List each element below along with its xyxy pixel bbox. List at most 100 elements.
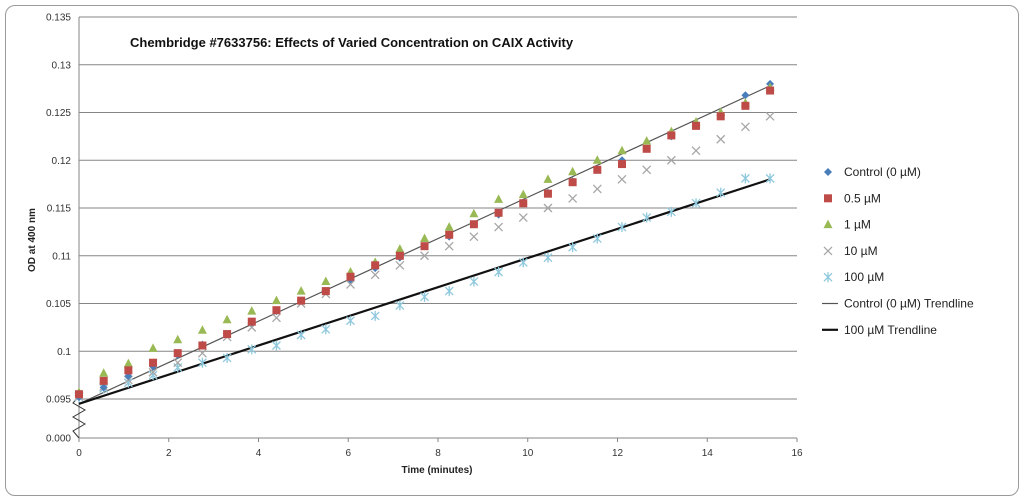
x-tick-label: 0 <box>76 448 82 459</box>
y-tick-label: 0.115 <box>47 204 72 215</box>
data-point <box>691 198 701 209</box>
data-point <box>222 352 232 363</box>
data-point <box>592 155 602 164</box>
y-tick-label: 0.105 <box>46 299 71 310</box>
legend-marker-4 <box>823 272 833 283</box>
data-point <box>494 266 504 277</box>
data-point <box>99 383 108 392</box>
legend-marker-0 <box>824 168 832 176</box>
data-point <box>247 344 257 355</box>
x-tick-label: 12 <box>612 448 624 459</box>
data-point <box>247 317 256 326</box>
x-axis-title: Time (minutes) <box>402 465 473 476</box>
data-point <box>741 91 750 100</box>
data-point <box>420 251 429 261</box>
gridlines <box>79 16 797 400</box>
chart-frame <box>5 5 1019 496</box>
y-tick-labels: 0.000 0.095 0.1 0.105 0.11 0.115 0.12 0.125 0.13… <box>46 13 71 445</box>
series-4 <box>74 173 775 403</box>
data-point <box>271 295 281 305</box>
data-point <box>543 252 553 263</box>
data-point <box>518 189 528 199</box>
data-point <box>494 208 503 217</box>
data-point <box>568 242 578 253</box>
data-point <box>667 131 676 140</box>
x-tick-label: 4 <box>256 448 262 459</box>
data-point <box>469 220 478 229</box>
data-point <box>198 341 207 350</box>
x-tick-label: 2 <box>166 448 172 459</box>
data-point <box>371 261 380 270</box>
data-point <box>173 334 183 344</box>
data-point <box>716 134 726 144</box>
data-point <box>395 251 404 260</box>
data-point <box>494 222 504 232</box>
data-point <box>666 206 676 217</box>
data-point <box>444 222 454 231</box>
data-point <box>593 165 602 174</box>
data-point <box>692 121 701 130</box>
data-point <box>741 101 750 110</box>
legend-label: 100 µM <box>844 270 884 284</box>
data-point <box>766 86 775 95</box>
data-point <box>617 174 627 184</box>
data-point <box>99 376 108 385</box>
data-point <box>321 324 331 335</box>
y-tick-label: 0.095 <box>46 395 71 406</box>
data-point <box>617 222 627 233</box>
data-point <box>173 358 183 368</box>
x-tick-label: 6 <box>345 448 351 459</box>
data-point <box>148 367 158 377</box>
x-tick-label: 14 <box>702 448 714 459</box>
x-tick-label: 16 <box>791 448 803 459</box>
data-point <box>765 111 775 121</box>
data-point <box>124 366 133 375</box>
chart-title: Chembridge #7633756: Effects of Varied C… <box>130 35 574 50</box>
y-axis-title: OD at 400 nm <box>27 208 38 272</box>
data-point <box>518 213 528 223</box>
data-point <box>519 199 528 208</box>
data-point <box>740 122 750 132</box>
data-point <box>75 390 83 399</box>
legend-label: 0.5 µM <box>844 191 881 205</box>
y-tick-label: 0.135 <box>46 13 71 24</box>
data-point <box>642 165 652 175</box>
legend-label: 1 µM <box>844 218 871 232</box>
data-point <box>149 358 158 367</box>
data-point <box>321 276 331 286</box>
data-point <box>296 286 306 295</box>
data-point <box>518 257 528 268</box>
data-point <box>642 212 652 223</box>
data-point <box>197 325 207 334</box>
y-tick-label: 0.1 <box>57 347 71 358</box>
data-point <box>247 306 257 315</box>
data-point <box>469 276 479 287</box>
data-point <box>617 145 627 155</box>
data-point <box>395 300 405 311</box>
data-point <box>716 112 725 121</box>
data-point <box>197 357 207 368</box>
x-tick-label: 8 <box>435 448 441 459</box>
data-point <box>691 146 701 156</box>
x-tick-label: 10 <box>522 448 534 459</box>
data-point <box>271 313 281 323</box>
data-point <box>568 166 578 176</box>
series-3 <box>74 111 775 401</box>
data-point <box>222 314 232 324</box>
axes <box>72 17 797 439</box>
data-points <box>74 79 775 403</box>
legend-label: Control (0 µM) <box>844 165 921 179</box>
data-point <box>494 194 504 203</box>
data-point <box>469 208 479 218</box>
data-point <box>765 173 775 184</box>
trendline-100uM <box>78 178 771 405</box>
data-point <box>469 232 479 242</box>
y-tick-label: 0.12 <box>52 156 72 167</box>
data-point <box>321 287 330 296</box>
data-point <box>568 193 578 203</box>
data-point <box>197 348 207 358</box>
data-point <box>420 242 429 251</box>
data-point <box>592 233 602 244</box>
y-tick-label: 0.11 <box>52 251 71 262</box>
